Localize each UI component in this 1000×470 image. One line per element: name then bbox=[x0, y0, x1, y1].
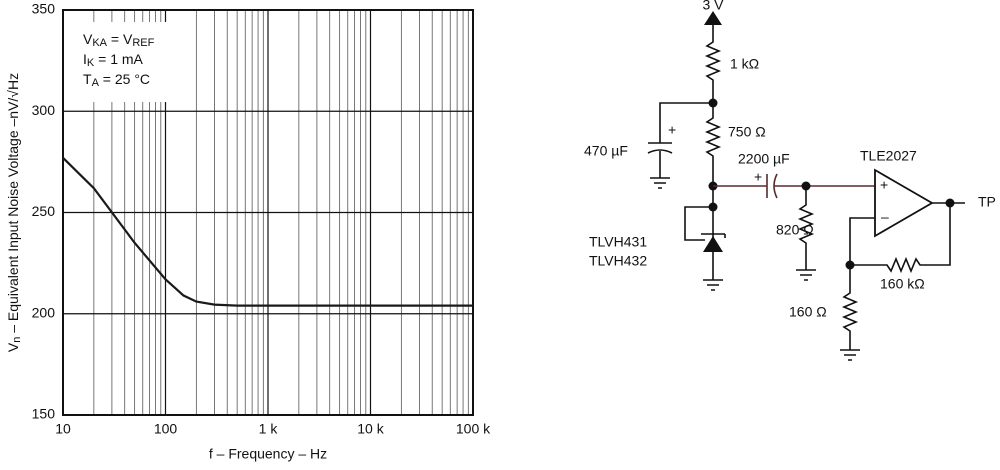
line bbox=[62, 157, 473, 307]
x-tick-label: 100 bbox=[154, 421, 178, 437]
subscript: KA bbox=[92, 37, 107, 49]
resistor-label: 160 kΩ bbox=[880, 276, 925, 292]
opamp-label: TLE2027 bbox=[860, 148, 917, 164]
text-part: I bbox=[83, 51, 87, 67]
x-tick-label: 1 k bbox=[259, 421, 279, 437]
text-part: = 25 °C bbox=[99, 71, 150, 87]
supply-label: 3 V bbox=[702, 0, 724, 13]
polarity: + bbox=[754, 169, 762, 185]
resistor-820 bbox=[796, 186, 816, 281]
y-tick-label: 350 bbox=[32, 1, 56, 17]
annotation: IK = 1 mA bbox=[83, 51, 144, 69]
polarity: + bbox=[880, 177, 888, 193]
annotation: VKA = VREF bbox=[83, 31, 155, 49]
polarity: – bbox=[881, 209, 889, 225]
x-tick-label: 100 k bbox=[456, 421, 491, 437]
resistor-label: 1 kΩ bbox=[730, 56, 759, 72]
plot-frame bbox=[62, 9, 474, 416]
wire bbox=[713, 173, 875, 199]
capacitor-470 bbox=[647, 102, 713, 189]
y-tick-label: 150 bbox=[32, 406, 56, 422]
regulator-wire bbox=[684, 206, 723, 291]
text-part: – Equivalent Input Noise Voltage –nV/√Hz bbox=[5, 73, 21, 337]
circuit-diagram: 3 V 1 kΩ 750 Ω + 470 µF 2200 µF + TLE202… bbox=[584, 0, 996, 361]
node bbox=[845, 260, 855, 270]
regulator-label: TLVH432 bbox=[589, 253, 647, 269]
wire bbox=[704, 25, 722, 228]
y-tick-label: 250 bbox=[32, 203, 56, 219]
x-tick-label: 10 k bbox=[357, 421, 384, 437]
text-part: V bbox=[83, 31, 93, 47]
resistor-label: 820 Ω bbox=[776, 222, 814, 238]
subscript: n bbox=[11, 337, 23, 343]
x-axis-label: f – Frequency – Hz bbox=[209, 446, 327, 462]
capacitor-label: 470 µF bbox=[584, 143, 628, 159]
supply-arrow bbox=[704, 11, 722, 25]
y-tick-label: 300 bbox=[32, 102, 56, 118]
annotation-background bbox=[67, 22, 167, 102]
capacitor-label: 2200 µF bbox=[738, 151, 790, 167]
subscript: A bbox=[92, 77, 100, 89]
x-tick-label: 10 bbox=[55, 421, 71, 437]
text-part: T bbox=[83, 71, 92, 87]
text-part: V bbox=[5, 342, 21, 352]
regulator-label: TLVH431 bbox=[589, 234, 647, 250]
text-part: = V bbox=[107, 31, 133, 47]
regulator-bar bbox=[701, 233, 726, 238]
subscript: K bbox=[87, 57, 95, 69]
y-tick-label: 200 bbox=[32, 304, 56, 320]
text-part: = 1 mA bbox=[94, 51, 143, 67]
op-amp bbox=[874, 168, 934, 238]
resistor-label: 750 Ω bbox=[728, 124, 766, 140]
annotation: TA = 25 °C bbox=[83, 71, 150, 89]
node bbox=[945, 198, 955, 208]
resistor-label: 160 Ω bbox=[789, 304, 827, 320]
polarity: + bbox=[668, 122, 676, 138]
output-label: TP bbox=[978, 194, 996, 210]
subscript: REF bbox=[132, 37, 154, 49]
y-axis-label: Vn – Equivalent Input Noise Voltage –nV/… bbox=[5, 73, 23, 352]
regulator bbox=[703, 236, 723, 252]
